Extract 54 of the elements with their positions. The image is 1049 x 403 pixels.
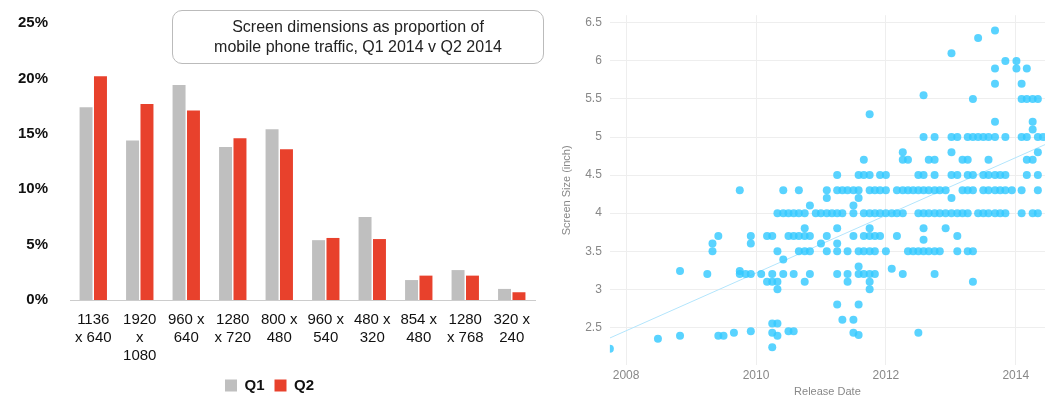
x-tick-label: 960 x 540 <box>307 310 345 346</box>
bar <box>126 140 140 300</box>
x-tick-label: 2010 <box>742 367 770 382</box>
y-tick-label: 20% <box>17 68 49 86</box>
x-tick-label: 800 x 480 <box>260 310 299 346</box>
y-tick-label: 5 <box>595 129 603 144</box>
bar <box>233 138 247 300</box>
y-axis-title: Screen Size (inch) <box>559 145 572 236</box>
bar <box>372 239 386 300</box>
y-tick-label: 5.5 <box>585 91 603 106</box>
bar <box>451 270 465 300</box>
bar <box>79 107 93 300</box>
x-tick-label: 960 x 640 <box>167 310 206 346</box>
bar <box>93 76 107 300</box>
y-tick-label: 4.5 <box>585 167 603 182</box>
y-tick-label: 6 <box>595 53 603 68</box>
bar <box>358 216 372 300</box>
x-tick-label: 320 x 240 <box>493 310 531 346</box>
y-tick-label: 25% <box>17 13 49 31</box>
bar <box>498 288 512 300</box>
legend-label: Q1 <box>244 375 265 393</box>
x-tick-label: 2014 <box>1002 367 1030 382</box>
x-tick-label: 480 x 320 <box>353 310 392 346</box>
x-tick-label: 1920 x 1080 <box>123 310 157 364</box>
y-tick-label: 5% <box>26 234 49 252</box>
y-tick-label: 2.5 <box>585 319 603 334</box>
y-tick-label: 6.5 <box>585 15 603 30</box>
bar <box>326 237 340 300</box>
bar <box>279 149 293 300</box>
y-tick-label: 3.5 <box>585 243 603 258</box>
x-tick-label: 1280 x 720 <box>214 310 252 346</box>
bar <box>465 275 479 300</box>
bar <box>219 147 233 300</box>
bar <box>186 110 200 300</box>
x-tick-label: 2012 <box>872 367 900 382</box>
x-tick-label: 1280 x 768 <box>446 310 484 346</box>
x-axis-title: Release Date <box>794 385 861 398</box>
y-tick-label: 4 <box>595 205 603 220</box>
bar <box>265 129 279 300</box>
y-tick-label: 10% <box>17 179 49 197</box>
bar <box>140 103 154 300</box>
legend-label: Q2 <box>294 375 315 393</box>
bar <box>312 240 326 300</box>
y-tick-label: 3 <box>595 281 603 296</box>
x-tick-label: 2008 <box>612 367 640 382</box>
y-tick-label: 15% <box>17 123 49 141</box>
bar <box>405 280 419 300</box>
x-tick-label: 1136 x 640 <box>74 310 112 346</box>
bar <box>172 85 186 300</box>
bar <box>419 275 433 300</box>
x-tick-label: 854 x 480 <box>400 310 438 346</box>
chart-title: Screen dimensions as proportion of mobile phone traffic, Q1 2014 v Q2 2014 <box>172 10 544 64</box>
bar <box>512 292 526 300</box>
y-tick-label: 0% <box>26 290 49 308</box>
